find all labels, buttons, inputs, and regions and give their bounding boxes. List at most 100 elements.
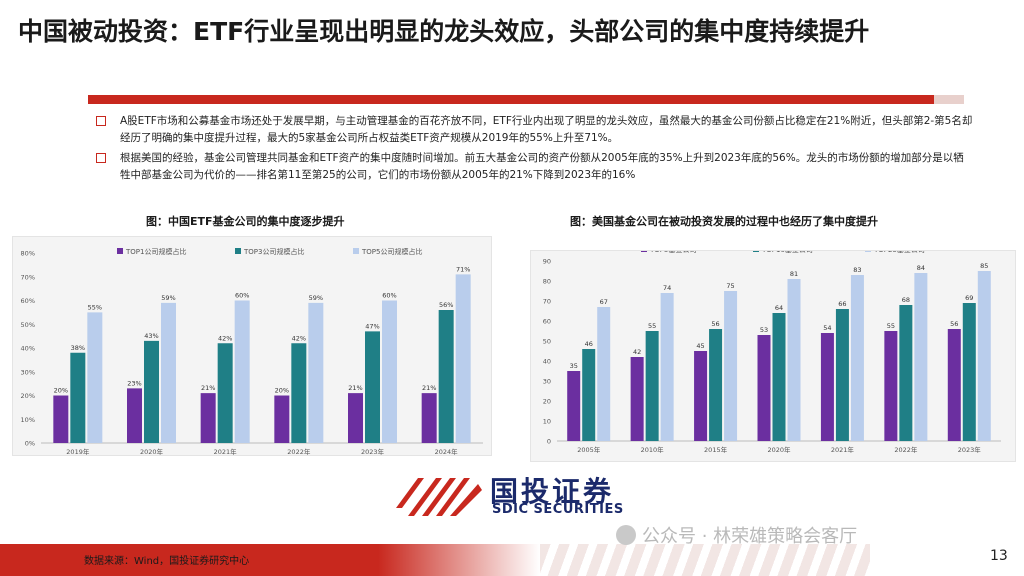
legend-swatch <box>117 248 123 254</box>
y-tick-label: 40% <box>21 345 35 353</box>
data-label: 56 <box>711 320 719 328</box>
legend-swatch <box>641 246 647 252</box>
data-label: 21% <box>348 384 362 392</box>
bar <box>438 310 454 443</box>
x-tick-label: 2021年 <box>831 445 855 454</box>
bullet-checkbox-icon <box>96 153 106 163</box>
y-tick-label: 20 <box>543 398 551 406</box>
legend-swatch <box>353 248 359 254</box>
bar <box>947 329 961 441</box>
bar <box>567 371 581 441</box>
chart-panel-china: 0% 10% 20% 30% 40% 50% 60% 70% 80% TOP1公司规模占比 TOP3… <box>12 236 492 456</box>
bar <box>709 329 723 441</box>
y-tick-label: 60% <box>21 297 35 305</box>
data-label: 23% <box>127 379 141 387</box>
wechat-icon <box>616 525 636 545</box>
bar <box>582 349 596 441</box>
data-label: 54 <box>823 324 831 332</box>
bar <box>217 343 233 443</box>
y-tick-label: 70 <box>543 298 551 306</box>
x-tick-label: 2020年 <box>140 447 164 455</box>
footer-stripes <box>540 544 870 576</box>
data-label: 85 <box>980 262 988 270</box>
data-label: 55 <box>648 322 656 330</box>
y-tick-label: 0 <box>547 438 551 446</box>
data-label: 21% <box>422 384 436 392</box>
data-label: 64 <box>775 304 783 312</box>
chart-title-us: 图：美国基金公司在被动投资发展的过程中也经历了集中度提升 <box>570 215 878 228</box>
bar <box>308 302 324 443</box>
data-label: 42 <box>633 348 641 356</box>
y-tick-label: 0% <box>25 440 35 448</box>
legend-label: TOP25基金公司 <box>873 251 925 254</box>
x-tick-label: 2010年 <box>641 445 665 454</box>
bar <box>234 300 250 443</box>
footer-band <box>0 544 540 576</box>
data-label: 66 <box>838 300 846 308</box>
bar <box>694 351 708 441</box>
watermark-text: 公众号 · 林荣雄策略会客厅 <box>642 526 858 547</box>
y-tick-label: 50 <box>543 338 551 346</box>
data-label: 55% <box>88 303 102 311</box>
data-label: 59% <box>161 294 175 302</box>
data-label: 56% <box>439 301 453 309</box>
data-label: 59% <box>309 294 323 302</box>
data-label: 67 <box>600 298 608 306</box>
data-label: 20% <box>54 387 68 395</box>
y-tick-label: 30% <box>21 368 35 376</box>
data-label: 68 <box>902 296 910 304</box>
legend-label: TOP3公司规模占比 <box>243 247 304 256</box>
chart-us-fund-concentration: 0 10 20 30 40 50 60 70 80 90 TOP5基金公司 TOP10基金公司 TOP2… <box>543 245 1001 454</box>
bar <box>455 274 471 443</box>
data-label: 60% <box>382 292 396 300</box>
bullet-text: 根据美国的经验，基金公司管理共同基金和ETF资产的集中度随时间增加。前五大基金公… <box>120 152 964 181</box>
data-label: 21% <box>201 384 215 392</box>
bar <box>144 340 159 443</box>
data-label: 75 <box>726 282 734 290</box>
y-tick-label: 50% <box>21 321 35 329</box>
bar <box>757 335 771 441</box>
bar <box>53 395 69 443</box>
x-tick-label: 2020年 <box>767 445 791 454</box>
y-tick-label: 40 <box>543 358 551 366</box>
data-label: 43% <box>144 332 158 340</box>
bar <box>70 352 86 443</box>
bullet-item: 根据美国的经验，基金公司管理共同基金和ETF资产的集中度随时间增加。前五大基金公… <box>94 150 974 184</box>
bar <box>597 307 611 441</box>
bar <box>820 333 834 441</box>
bar <box>200 393 216 443</box>
bullet-list: A股ETF市场和公募基金市场还处于发展早期，与主动管理基金的百花齐放不同，ETF… <box>94 113 974 187</box>
y-tick-label: 20% <box>21 392 35 400</box>
y-tick-label: 60 <box>543 318 551 326</box>
bar <box>274 395 290 443</box>
bar <box>421 393 437 443</box>
y-tick-label: 10 <box>543 418 551 426</box>
bar <box>161 302 176 443</box>
bar <box>914 273 928 441</box>
data-label: 81 <box>790 270 798 278</box>
bar <box>899 305 913 441</box>
bar <box>645 331 659 441</box>
bullet-checkbox-icon <box>96 116 106 126</box>
y-tick-label: 80 <box>543 278 551 286</box>
bar <box>962 303 976 441</box>
title-underline <box>88 95 934 104</box>
bar <box>724 291 738 441</box>
legend-label: TOP1公司规模占比 <box>125 247 186 256</box>
legend-swatch <box>865 246 871 252</box>
legend-swatch <box>753 246 759 252</box>
bullet-item: A股ETF市场和公募基金市场还处于发展早期，与主动管理基金的百花齐放不同，ETF… <box>94 113 974 147</box>
company-logo-name: 国投证券 <box>490 475 615 508</box>
legend-label: TOP5基金公司 <box>649 251 696 254</box>
data-source: 数据来源：Wind，国投证券研究中心 <box>84 556 250 567</box>
data-label: 42% <box>218 334 232 342</box>
chart-title-china: 图：中国ETF基金公司的集中度逐步提升 <box>146 215 345 228</box>
company-logo-en: SDIC SECURITIES <box>492 502 624 517</box>
x-tick-label: 2015年 <box>704 445 728 454</box>
legend-label: TOP10基金公司 <box>761 251 813 254</box>
page-title: 中国被动投资：ETF行业呈现出明显的龙头效应，头部公司的集中度持续提升 <box>18 17 870 46</box>
bar <box>87 312 103 443</box>
data-label: 84 <box>917 264 925 272</box>
legend-swatch <box>235 248 241 254</box>
data-label: 42% <box>292 334 306 342</box>
